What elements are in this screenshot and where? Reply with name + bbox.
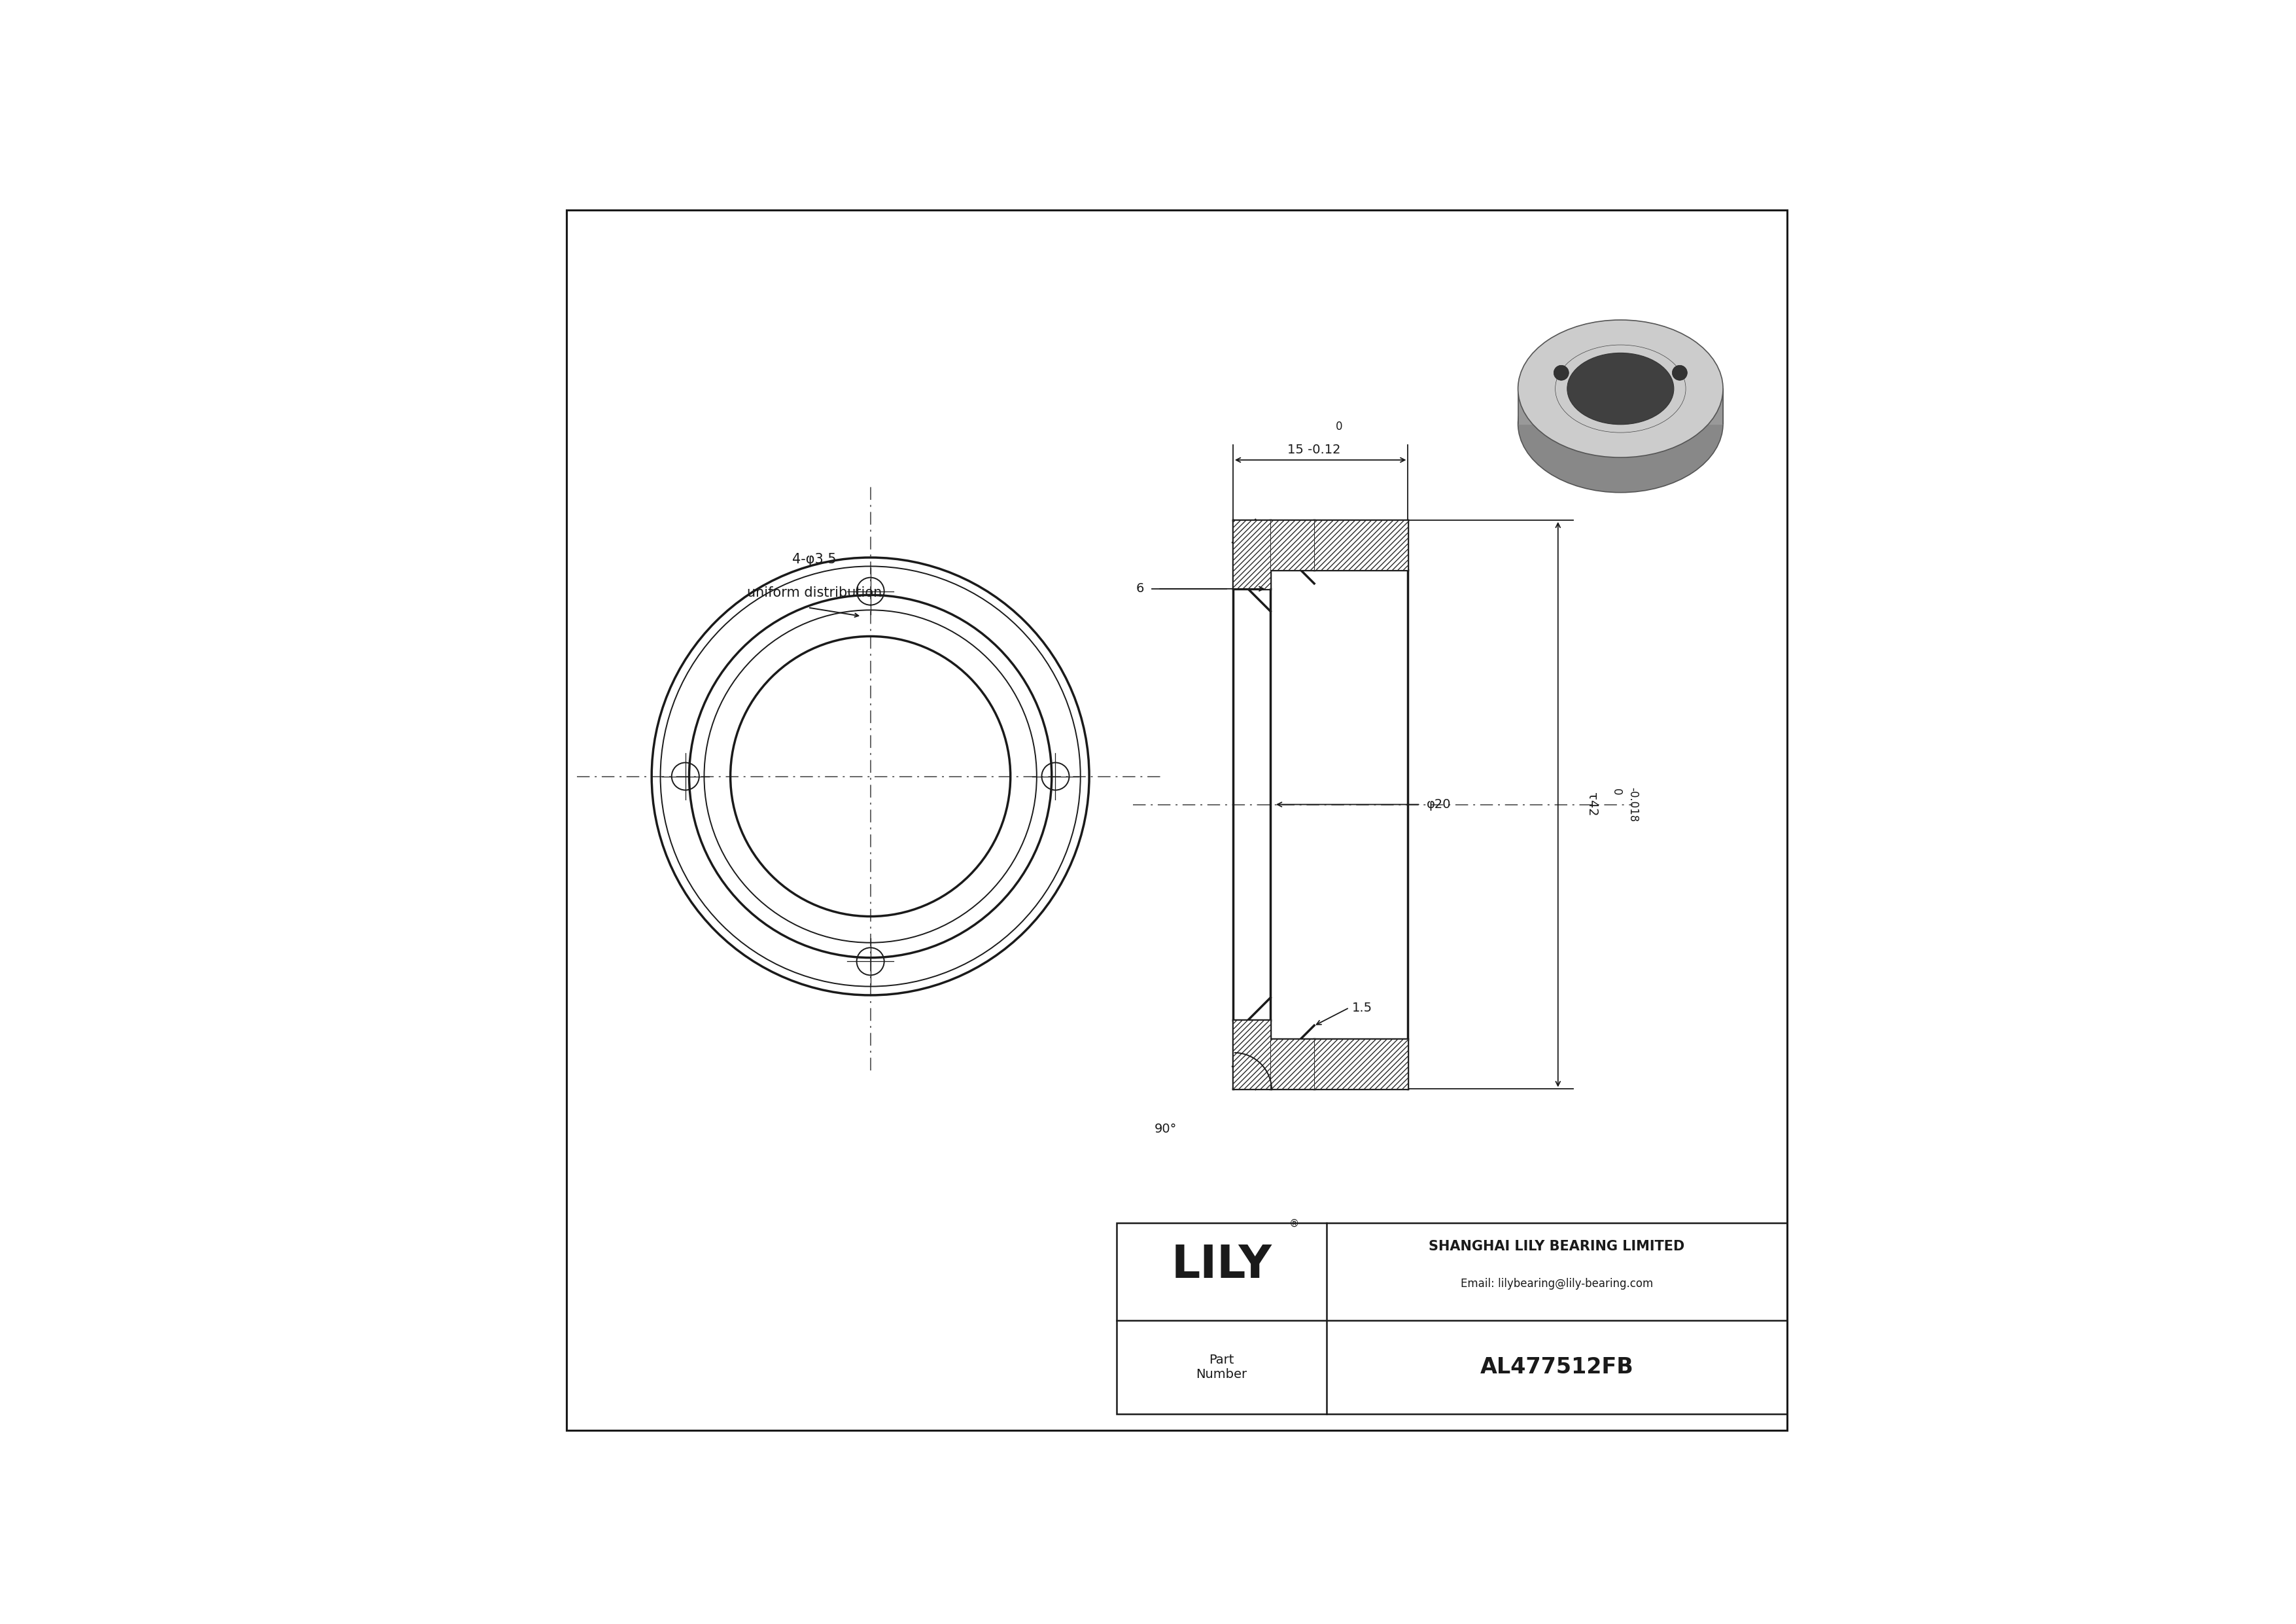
Text: 90°: 90°	[1155, 1122, 1176, 1135]
Bar	[1116, 1223, 1786, 1415]
Text: Part
Number: Part Number	[1196, 1354, 1247, 1380]
Circle shape	[1554, 365, 1568, 380]
Text: 0: 0	[1336, 421, 1343, 432]
Text: -0.018: -0.018	[1628, 788, 1639, 822]
Ellipse shape	[1554, 344, 1685, 432]
Circle shape	[1671, 365, 1688, 380]
Bar	[1233, 520, 1270, 590]
Bar	[1233, 1020, 1270, 1090]
Ellipse shape	[1518, 320, 1722, 458]
Bar	[1518, 388, 1722, 424]
Text: φ20: φ20	[1426, 799, 1451, 810]
Text: τ42: τ42	[1587, 793, 1598, 817]
Text: 1.5: 1.5	[1352, 1002, 1373, 1013]
Bar	[1313, 1039, 1407, 1090]
Ellipse shape	[1518, 356, 1722, 492]
Text: Email: lilybearing@lily-bearing.com: Email: lilybearing@lily-bearing.com	[1460, 1278, 1653, 1289]
Text: 6: 6	[1137, 583, 1143, 594]
Bar	[1313, 520, 1407, 570]
Ellipse shape	[1568, 352, 1674, 424]
Text: 4-φ3.5: 4-φ3.5	[792, 554, 836, 567]
Bar	[1270, 520, 1313, 570]
Text: ®: ®	[1290, 1220, 1300, 1229]
Text: 0: 0	[1609, 789, 1623, 796]
Ellipse shape	[1554, 344, 1685, 432]
Text: SHANGHAI LILY BEARING LIMITED: SHANGHAI LILY BEARING LIMITED	[1428, 1241, 1685, 1254]
Text: AL477512FB: AL477512FB	[1481, 1356, 1632, 1379]
Text: uniform distribution: uniform distribution	[746, 586, 882, 599]
Bar	[1270, 1039, 1313, 1090]
Text: 15 -0.12: 15 -0.12	[1288, 443, 1341, 456]
Text: LILY: LILY	[1171, 1244, 1272, 1288]
